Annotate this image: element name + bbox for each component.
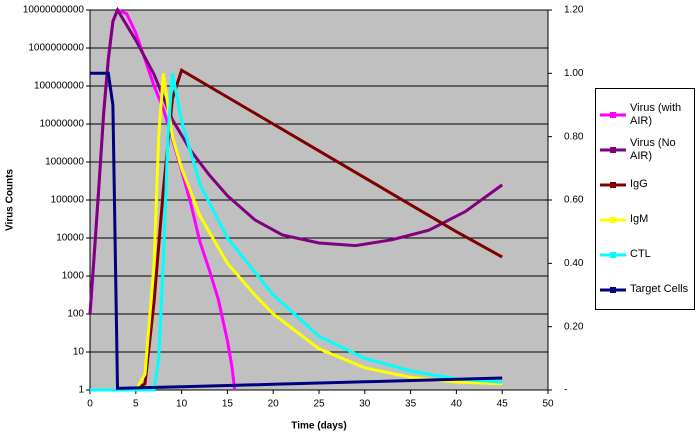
- legend-swatch: [600, 146, 626, 153]
- y-tick-label: 1000000000: [28, 43, 84, 54]
- y-tick-label: 10: [73, 347, 85, 358]
- x-tick-label: 20: [268, 399, 280, 410]
- x-tick-label: 40: [451, 399, 463, 410]
- legend-entry: Virus (No AIR): [598, 132, 692, 167]
- y2-tick-label: -: [564, 385, 567, 396]
- x-tick-label: 35: [405, 399, 417, 410]
- y-tick-label: 10000000: [40, 119, 85, 130]
- y-tick-label: 10000000000: [23, 5, 85, 16]
- x-tick-label: 50: [542, 399, 554, 410]
- x-tick-label: 25: [313, 399, 325, 410]
- legend-label: IgG: [630, 178, 648, 190]
- legend-swatch: [600, 181, 626, 188]
- x-tick-label: 10: [176, 399, 188, 410]
- x-tick-label: 45: [497, 399, 509, 410]
- y2-tick-label: 0.60: [564, 195, 584, 206]
- y2-tick-label: 0.20: [564, 321, 584, 332]
- x-tick-label: 5: [133, 399, 139, 410]
- y-tick-label: 1000: [62, 271, 85, 282]
- legend-label: Virus (with AIR): [630, 101, 682, 127]
- y-tick-label: 100000000: [34, 81, 84, 92]
- y-tick-label: 10000: [56, 233, 84, 244]
- y-tick-label: 100000: [51, 195, 85, 206]
- legend-marker: [610, 251, 616, 258]
- y2-tick-label: 1.00: [564, 68, 584, 79]
- x-tick-label: 15: [222, 399, 234, 410]
- y2-tick-label: 0.40: [564, 258, 584, 269]
- y-tick-label: 1000000: [45, 157, 84, 168]
- legend-entry: IgM: [598, 202, 692, 237]
- series-line: [90, 71, 503, 390]
- legend-label: IgM: [630, 213, 649, 225]
- legend-swatch: [600, 251, 626, 258]
- legend-label: CTL: [630, 248, 651, 260]
- legend-marker: [610, 216, 616, 223]
- legend: Virus (with AIR) Virus (No AIR) IgG IgM CTL T…: [595, 88, 695, 310]
- legend-label: Virus (No AIR): [630, 136, 676, 162]
- legend-label: Target Cells: [630, 283, 689, 295]
- series-line: [90, 73, 503, 392]
- legend-marker: [610, 181, 616, 188]
- y-tick-label: 100: [67, 309, 84, 320]
- series-line: [90, 73, 503, 392]
- legend-swatch: [600, 286, 626, 293]
- y-tick-label: 1: [78, 385, 84, 396]
- legend-swatch: [600, 216, 626, 223]
- x-tick-label: 0: [87, 399, 93, 410]
- y2-tick-label: 0.80: [564, 131, 584, 142]
- legend-entry: Virus (with AIR): [598, 97, 692, 132]
- legend-entry: Target Cells: [598, 272, 692, 307]
- y-axis-title: Virus Counts: [5, 169, 16, 231]
- y2-tick-label: 1.20: [564, 5, 584, 16]
- series-line: [90, 67, 503, 392]
- x-tick-label: 30: [359, 399, 371, 410]
- legend-marker: [610, 286, 616, 293]
- legend-marker: [610, 146, 616, 153]
- legend-marker: [610, 111, 616, 118]
- legend-entry: IgG: [598, 167, 692, 202]
- x-axis-title: Time (days): [291, 421, 346, 432]
- legend-swatch: [600, 111, 626, 118]
- legend-entry: CTL: [598, 237, 692, 272]
